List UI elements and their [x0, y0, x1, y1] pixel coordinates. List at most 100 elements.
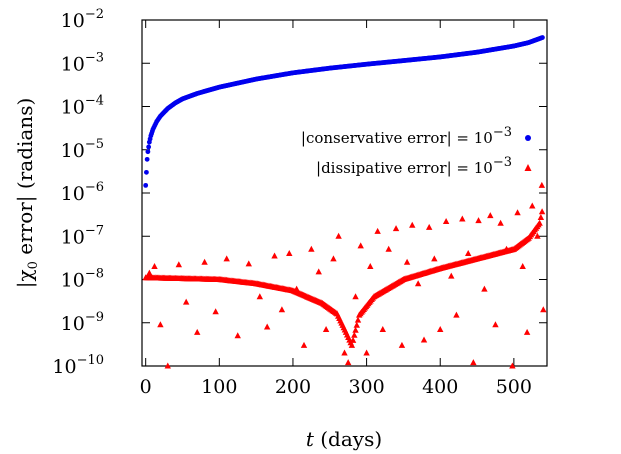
dissipative-point [536, 219, 543, 226]
y-tick-label: 10−7 [61, 223, 104, 248]
dissipative-point [293, 285, 300, 292]
x-tick-label: 400 [422, 376, 458, 398]
x-tick-label: 300 [348, 376, 384, 398]
legend-marker-dissipative [524, 164, 532, 171]
dissipative-point [538, 208, 546, 215]
y-axis-label: |χ0 error| (radians) [13, 98, 41, 289]
dissipative-point [271, 252, 278, 259]
dissipative-point [392, 225, 400, 232]
dissipative-point [330, 255, 337, 262]
dissipative-point [344, 359, 352, 366]
dissipative-point [503, 245, 510, 252]
dissipative-point [459, 215, 466, 222]
x-tick-label: 100 [201, 376, 237, 398]
dissipative-point [263, 323, 271, 330]
dissipative-point [341, 349, 348, 356]
dissipative-point [348, 341, 356, 348]
axis-ticks [142, 19, 547, 367]
dissipative-point [519, 262, 526, 269]
dissipative-point [300, 341, 308, 348]
dissipative-point [398, 341, 406, 348]
dissipative-point [201, 258, 208, 265]
y-tick-label: 10−9 [61, 310, 104, 335]
y-tick-labels: 10−10 10−9 10−8 10−7 10−6 10−5 10−4 10−3 10−2 [52, 7, 104, 378]
dissipative-point [278, 306, 286, 313]
dissipative-point [349, 336, 357, 343]
dissipative-point [442, 217, 450, 224]
dissipative-point [509, 362, 516, 369]
legend-label-dissipative: |dissipative error| = 10−3 [316, 155, 512, 177]
y-tick-label: 10−4 [61, 94, 104, 119]
x-axis-label: t (days) [306, 427, 382, 451]
dissipative-point [322, 325, 330, 332]
dissipative-point [363, 349, 370, 356]
x-tick-label: 0 [140, 376, 152, 398]
dissipative-point [335, 232, 342, 239]
dissipative-point [492, 321, 499, 328]
conservative-point [540, 35, 545, 40]
dissipative-point [194, 328, 201, 335]
dissipative-point [465, 249, 472, 256]
dissipative-point [403, 258, 411, 265]
dissipative-point [212, 308, 219, 315]
dissipative-point [352, 326, 359, 333]
data-points [142, 35, 547, 369]
dissipative-point [414, 280, 422, 287]
dissipative-point [409, 221, 416, 228]
dissipative-point [374, 227, 381, 234]
dissipative-point [534, 232, 541, 239]
dissipative-point [157, 321, 164, 328]
dissipative-point [175, 261, 183, 268]
y-tick-label: 10−6 [61, 180, 104, 205]
dissipative-point [182, 298, 190, 305]
dissipative-point [357, 242, 364, 249]
conservative-point [146, 144, 152, 150]
dissipative-point [308, 245, 315, 252]
dissipative-point [353, 321, 360, 328]
y-tick-label: 10−10 [52, 353, 104, 378]
dissipative-point [256, 293, 264, 300]
dissipative-point [351, 331, 358, 338]
dissipative-point [487, 212, 494, 219]
dissipative-point [315, 268, 322, 275]
dissipative-point [538, 181, 546, 188]
dissipative-point [146, 269, 153, 276]
dissipative-point [540, 306, 547, 313]
dissipative-point [437, 325, 444, 332]
dissipative-point [523, 328, 531, 335]
legend-marker-conservative [525, 135, 531, 141]
plot-frame [141, 19, 548, 367]
x-tick-labels: 0 100 200 300 400 500 [140, 376, 532, 398]
dissipative-point [379, 325, 386, 332]
dissipative-point [529, 202, 536, 209]
dissipative-point [354, 316, 362, 323]
dissipative-point [420, 336, 428, 343]
legend-label-conservative: |conservative error| = 10−3 [301, 125, 512, 147]
dissipative-point [367, 262, 374, 269]
dissipative-point [385, 245, 392, 252]
dissipative-point [475, 217, 482, 224]
conservative-point [145, 149, 151, 155]
dissipative-point [352, 293, 359, 300]
conservative-point [143, 182, 149, 188]
x-tick-label: 500 [496, 376, 532, 398]
dissipative-point [431, 255, 438, 262]
legend: |conservative error| = 10−3 |dissipative… [301, 125, 532, 177]
dissipative-point [481, 285, 488, 292]
dissipative-point [234, 332, 241, 339]
y-tick-label: 10−2 [61, 7, 104, 32]
dissipative-point [453, 311, 460, 318]
conservative-point [144, 169, 149, 175]
conservative-point [144, 156, 150, 162]
dissipative-point [164, 362, 171, 369]
dissipative-point [497, 219, 504, 226]
y-tick-label: 10−3 [61, 50, 104, 75]
y-tick-label: 10−8 [61, 267, 104, 292]
x-tick-label: 200 [275, 376, 311, 398]
dissipative-point [425, 223, 433, 230]
dissipative-point [151, 262, 158, 269]
dissipative-point [448, 272, 455, 279]
dissipative-point [514, 209, 521, 216]
y-tick-label: 10−5 [61, 137, 104, 162]
